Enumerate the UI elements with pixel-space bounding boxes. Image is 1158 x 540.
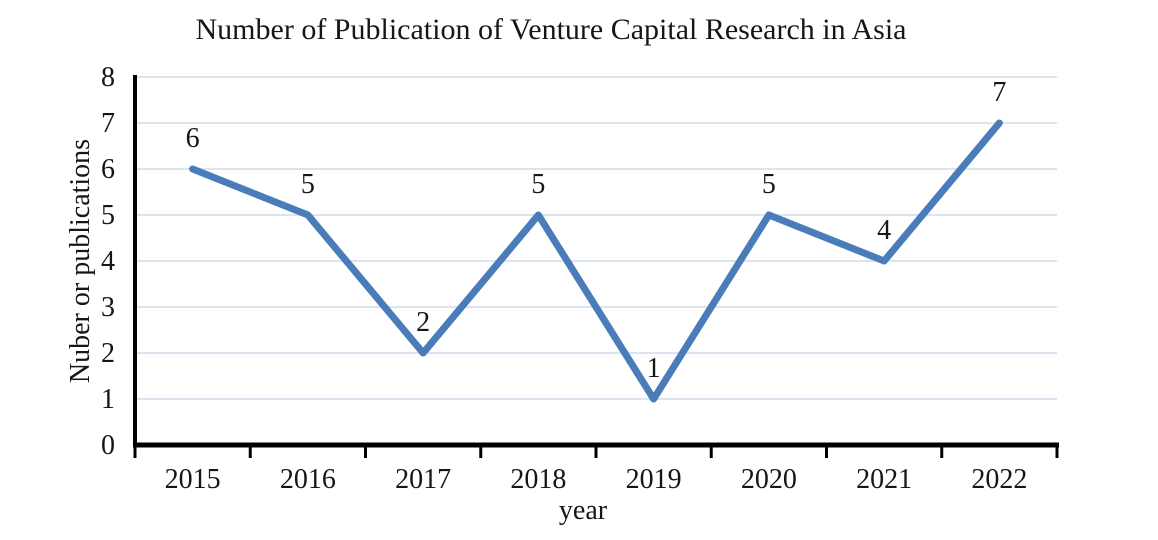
x-tick-label: 2018 [510,464,566,495]
x-tick-label: 2020 [741,464,797,495]
x-tick-label: 2019 [626,464,682,495]
data-label: 5 [762,169,776,200]
y-tick-label: 8 [101,62,115,93]
y-tick-label: 4 [101,246,115,277]
y-axis-title: Nuber or publications [65,138,96,384]
y-tick-label: 5 [101,200,115,231]
y-tick-label: 0 [101,430,115,461]
data-series-line [189,119,1003,403]
x-axis-title: year [558,495,608,526]
x-tick-label: 2021 [856,464,912,495]
x-tick-label: 2017 [395,464,451,495]
data-label: 1 [647,353,661,384]
y-tick-label: 1 [101,384,115,415]
x-tick-label: 2022 [971,464,1027,495]
data-label: 5 [301,169,315,200]
x-tick-label: 2015 [165,464,221,495]
y-tick-label: 7 [101,108,115,139]
y-tick-label: 6 [101,154,115,185]
y-tick-label: 3 [101,292,115,323]
chart-title: Number of Publication of Venture Capital… [195,13,907,46]
data-label: 5 [531,169,545,200]
y-tick-label: 2 [101,338,115,369]
data-label: 7 [992,77,1006,108]
data-label: 6 [186,123,200,154]
data-label: 4 [877,215,891,246]
x-tick-label: 2016 [280,464,336,495]
data-label: 2 [416,307,430,338]
